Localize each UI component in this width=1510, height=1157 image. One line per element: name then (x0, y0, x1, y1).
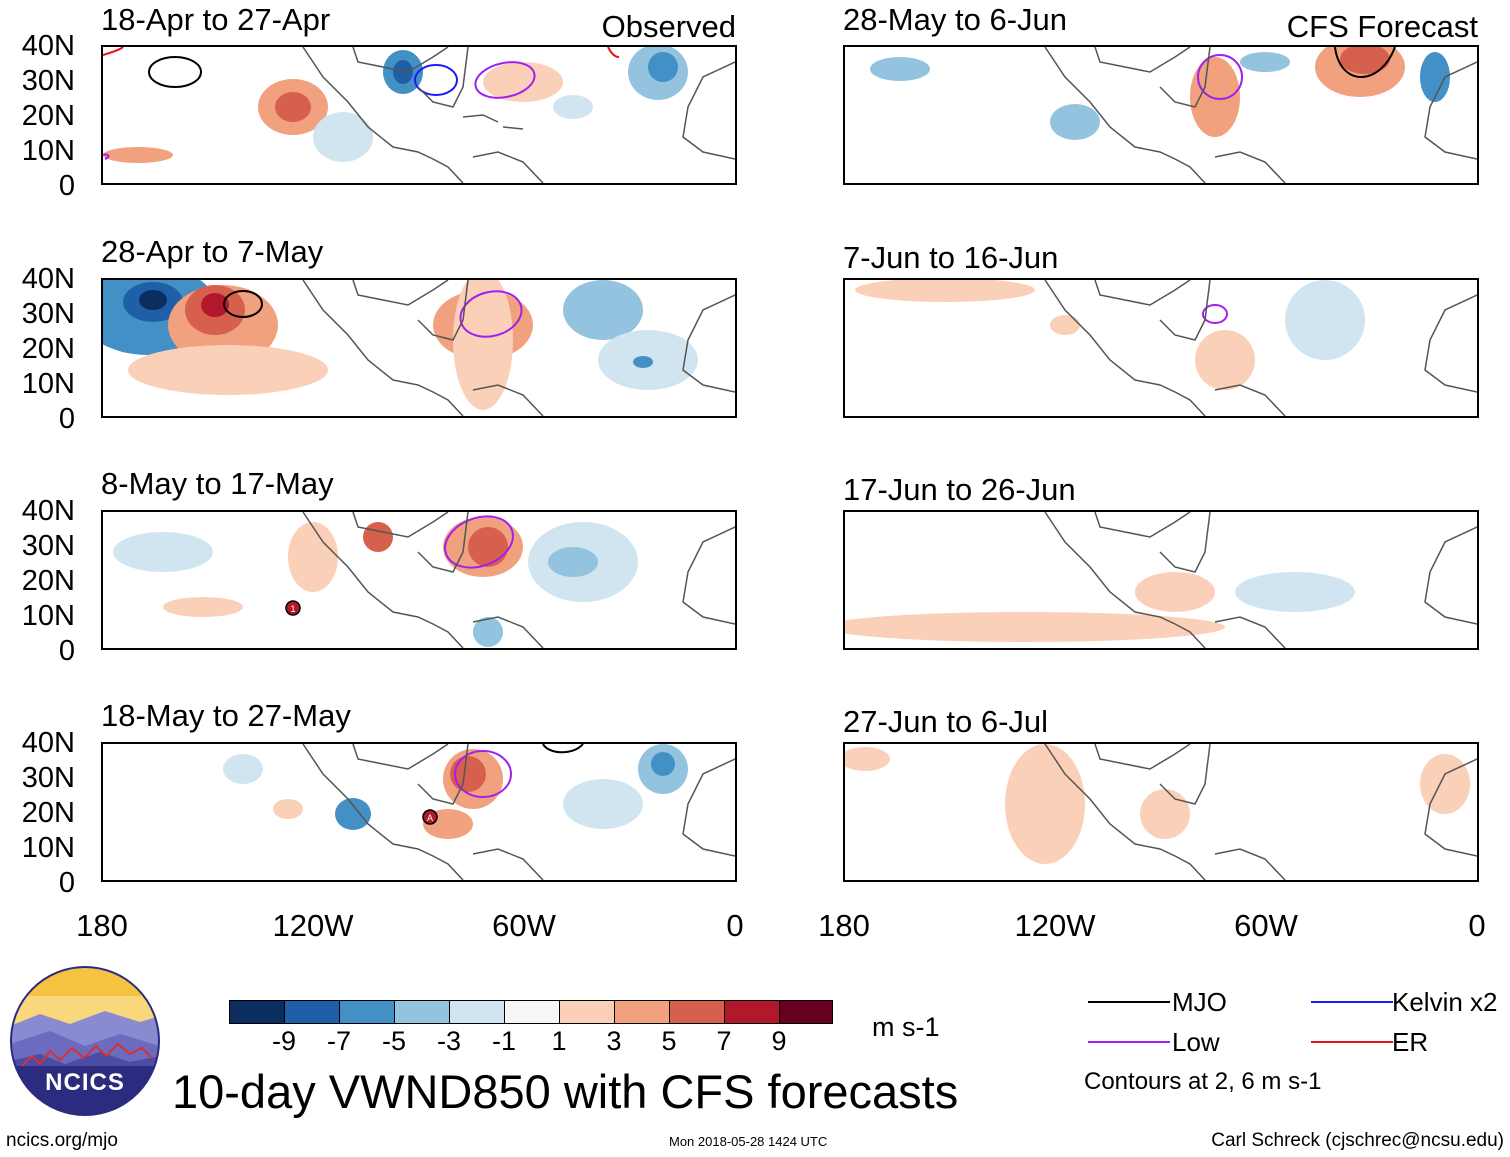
map-panel-right-1 (843, 45, 1479, 185)
main-title: 10-day VWND850 with CFS forecasts (172, 1065, 959, 1118)
storm-marker-1: 1 (285, 600, 301, 616)
legend-label-mjo: MJO (1172, 987, 1227, 1017)
legend-label-kelvin: Kelvin x2 (1392, 987, 1498, 1017)
x-label-120w-left: 120W (272, 908, 354, 943)
map-panel-left-3: 1 (101, 510, 737, 650)
x-label-0-right: 0 (1468, 908, 1486, 943)
storm-marker-a: A (422, 809, 438, 825)
y-label-30n: 30N (21, 65, 75, 97)
svg-text:1: 1 (290, 604, 295, 614)
panel-title-right-4: 27-Jun to 6-Jul (843, 704, 1049, 739)
anomaly-field (870, 47, 1477, 183)
colorbar-bin (724, 1000, 780, 1024)
colorbar-bin (394, 1000, 450, 1024)
map-panel-right-3 (843, 510, 1479, 650)
y-label-40n: 40N (21, 30, 75, 62)
colorbar-tick: -7 (326, 1026, 352, 1056)
x-label-180-right: 180 (818, 908, 870, 943)
anomaly-field (855, 280, 1477, 416)
y-label-0: 0 (58, 170, 75, 202)
panel-title-left-2: 28-Apr to 7-May (101, 234, 324, 269)
legend-line-er (1311, 1041, 1393, 1043)
footer-url: ncics.org/mjo (6, 1130, 118, 1151)
y-label-40n: 40N (21, 263, 75, 295)
colorbar-tick: 5 (661, 1026, 677, 1056)
legend-line-kelvin (1311, 1001, 1393, 1003)
map-panel-right-2 (843, 278, 1479, 418)
panel-title-left-4: 18-May to 27-May (101, 698, 351, 733)
panel-title-left-1: 18-Apr to 27-Apr (101, 2, 331, 37)
y-label-10n: 10N (21, 135, 75, 167)
y-label-0: 0 (58, 867, 75, 899)
y-label-10n: 10N (21, 832, 75, 864)
cfs-forecast-label: CFS Forecast (1286, 9, 1478, 44)
colorbar-bin (559, 1000, 615, 1024)
observed-label: Observed (601, 9, 736, 44)
colorbar-bin (779, 1000, 833, 1024)
x-label-0-left: 0 (726, 908, 744, 943)
x-label-60w-right: 60W (1234, 908, 1298, 943)
panel-title-right-1: 28-May to 6-Jun (843, 2, 1067, 37)
colorbar-tick: 9 (771, 1026, 787, 1056)
footer-author: Carl Schreck (cjschrec@ncsu.edu) (1211, 1130, 1504, 1151)
logo-text: NCICS (45, 1069, 125, 1096)
y-label-30n: 30N (21, 762, 75, 794)
colorbar-bin (449, 1000, 505, 1024)
map-panel-left-2 (101, 278, 737, 418)
colorbar-bin (284, 1000, 340, 1024)
x-label-120w-right: 120W (1014, 908, 1096, 943)
map-panel-right-4 (843, 742, 1479, 882)
panel-title-right-2: 7-Jun to 16-Jun (843, 240, 1059, 275)
y-label-20n: 20N (21, 565, 75, 597)
y-label-0: 0 (58, 635, 75, 667)
y-label-40n: 40N (21, 727, 75, 759)
panel-title-left-3: 8-May to 17-May (101, 466, 334, 501)
y-label-30n: 30N (21, 298, 75, 330)
anomaly-field: A (223, 744, 735, 880)
colorbar-tick: -5 (381, 1026, 407, 1056)
y-label-20n: 20N (21, 797, 75, 829)
y-label-30n: 30N (21, 530, 75, 562)
colorbar-units: m s-1 (872, 1012, 940, 1042)
x-label-180-left: 180 (76, 908, 128, 943)
anomaly-field (845, 512, 1477, 648)
y-label-10n: 10N (21, 368, 75, 400)
anomaly-field: 1 (113, 512, 735, 648)
map-panel-left-4: A (101, 742, 737, 882)
y-label-20n: 20N (21, 100, 75, 132)
footer-timestamp: Mon 2018-05-28 1424 UTC (669, 1134, 828, 1149)
y-label-40n: 40N (21, 495, 75, 527)
anomaly-field (103, 47, 735, 183)
colorbar-tick: -1 (491, 1026, 517, 1056)
y-label-10n: 10N (21, 600, 75, 632)
colorbar-tick: -3 (436, 1026, 462, 1056)
map-panel-left-1 (101, 45, 737, 185)
legend-line-low (1088, 1041, 1170, 1043)
x-label-60w-left: 60W (492, 908, 556, 943)
colorbar-bin (504, 1000, 560, 1024)
legend-label-er: ER (1392, 1027, 1429, 1057)
colorbar-tick: 1 (551, 1026, 567, 1056)
panel-title-right-3: 17-Jun to 26-Jun (843, 472, 1076, 507)
contour-note: Contours at 2, 6 m s-1 (1084, 1068, 1322, 1095)
y-label-0: 0 (58, 403, 75, 435)
svg-text:A: A (427, 813, 433, 823)
anomaly-field (103, 280, 735, 416)
colorbar-bin (339, 1000, 395, 1024)
legend-label-low: Low (1172, 1027, 1220, 1057)
ncics-logo: NCICS (10, 966, 160, 1116)
colorbar-bin (669, 1000, 725, 1024)
colorbar-tick: 3 (606, 1026, 622, 1056)
legend-line-mjo (1088, 1001, 1170, 1003)
colorbar-bin (614, 1000, 670, 1024)
colorbar-tick: 7 (716, 1026, 732, 1056)
colorbar-bin (229, 1000, 285, 1024)
colorbar-tick: -9 (271, 1026, 297, 1056)
y-label-20n: 20N (21, 333, 75, 365)
anomaly-field (845, 744, 1477, 880)
